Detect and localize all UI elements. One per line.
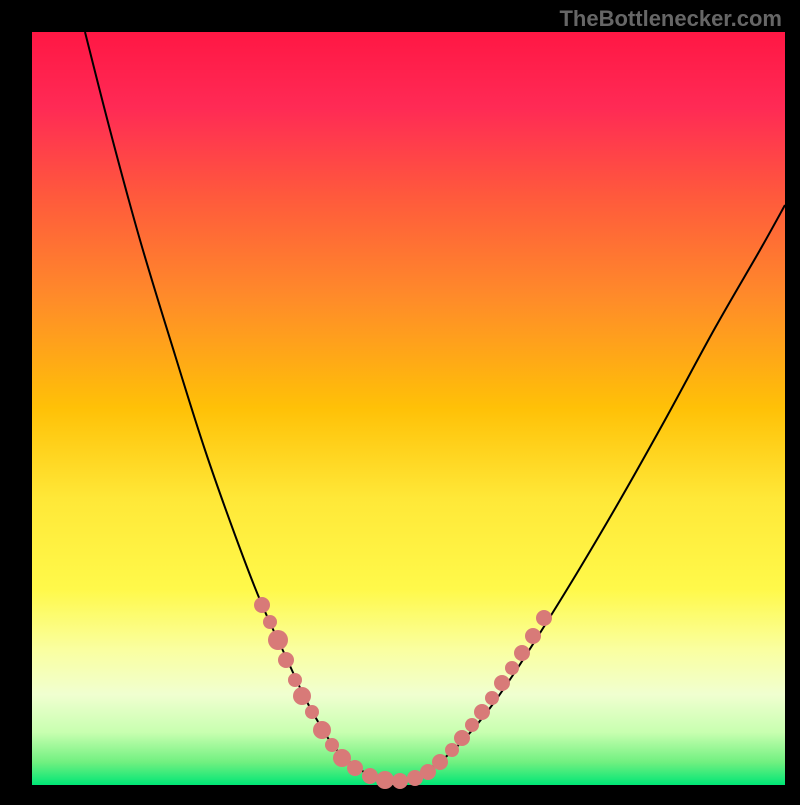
marker-left — [392, 773, 408, 789]
marker-right — [432, 754, 448, 770]
marker-left — [347, 760, 363, 776]
marker-left — [325, 738, 339, 752]
chart-svg — [0, 0, 800, 800]
marker-left — [268, 630, 288, 650]
marker-right — [525, 628, 541, 644]
marker-right — [454, 730, 470, 746]
marker-left — [305, 705, 319, 719]
marker-left — [376, 771, 394, 789]
marker-right — [474, 704, 490, 720]
chart-container — [0, 0, 800, 800]
marker-left — [254, 597, 270, 613]
marker-left — [263, 615, 277, 629]
marker-right — [465, 718, 479, 732]
marker-right — [494, 675, 510, 691]
marker-left — [293, 687, 311, 705]
marker-right — [485, 691, 499, 705]
marker-left — [278, 652, 294, 668]
marker-left — [313, 721, 331, 739]
watermark-text: TheBottlenecker.com — [559, 6, 782, 32]
marker-left — [288, 673, 302, 687]
marker-left — [362, 768, 378, 784]
marker-right — [536, 610, 552, 626]
marker-right — [445, 743, 459, 757]
marker-right — [505, 661, 519, 675]
marker-right — [514, 645, 530, 661]
